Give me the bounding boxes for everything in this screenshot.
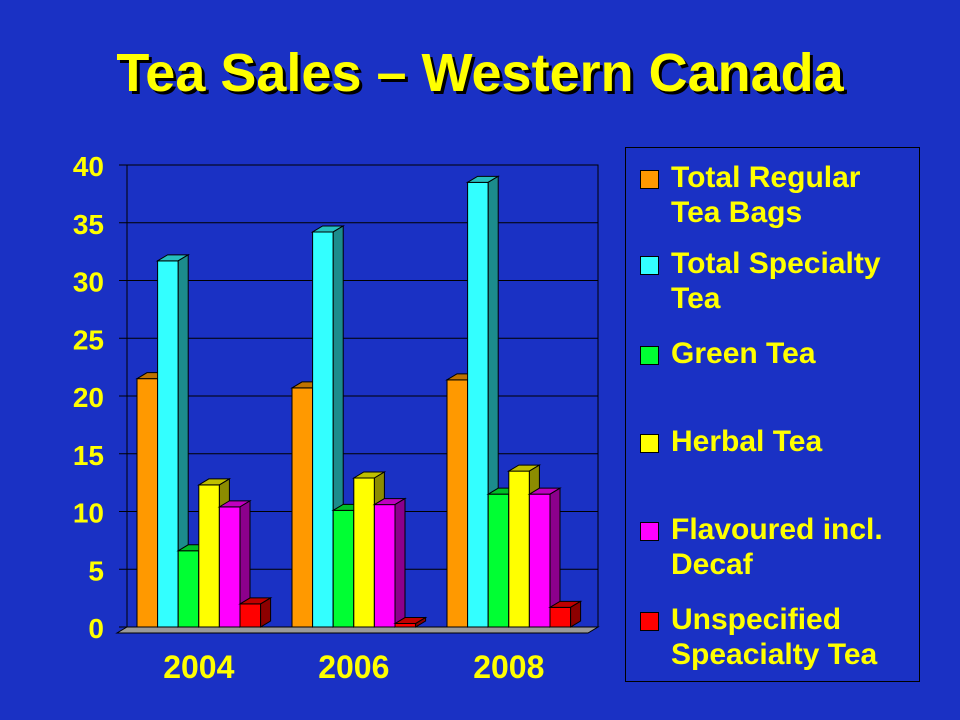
legend-label-line: Tea Bags bbox=[671, 196, 803, 229]
legend-item-flavoured-incl-decaf: Flavoured incl. Decaf bbox=[640, 512, 915, 582]
bar bbox=[467, 181, 489, 628]
legend-item-herbal-tea: Herbal Tea bbox=[640, 424, 915, 459]
bar bbox=[332, 509, 355, 628]
legend-label-line: Herbal Tea bbox=[671, 425, 823, 458]
legend-item-total-regular-tea-bags: Total Regular Tea Bags bbox=[640, 160, 915, 230]
legend-label-line: Tea bbox=[671, 282, 721, 315]
legend-label-line: Decaf bbox=[671, 548, 753, 581]
legend-label: Herbal Tea bbox=[671, 424, 822, 459]
legend-swatch bbox=[640, 256, 659, 275]
bar bbox=[291, 387, 314, 628]
legend-item-total-specialty-tea: Total Specialty Tea bbox=[640, 246, 915, 316]
bar bbox=[508, 470, 530, 628]
legend-label: Total Specialty Tea bbox=[671, 246, 881, 316]
bar bbox=[373, 504, 396, 628]
y-tick-label: 5 bbox=[88, 555, 104, 586]
bar bbox=[394, 623, 417, 628]
legend-label: Unspecified Speacialty Tea bbox=[671, 602, 877, 672]
bar bbox=[218, 506, 241, 628]
legend-item-unspecified-speacialty-tea: Unspecified Speacialty Tea bbox=[640, 602, 915, 672]
bar-side bbox=[394, 497, 406, 628]
bar bbox=[239, 603, 262, 628]
y-tick-label: 25 bbox=[73, 324, 104, 355]
bar bbox=[528, 493, 551, 628]
chart-floor bbox=[115, 626, 600, 634]
x-tick-label: 2004 bbox=[163, 649, 234, 685]
bar bbox=[353, 477, 375, 628]
legend-swatch bbox=[640, 522, 659, 541]
legend-label-line: Flavoured incl. bbox=[671, 513, 883, 546]
legend-swatch bbox=[640, 346, 659, 365]
y-tick-label: 30 bbox=[73, 267, 104, 298]
bar-side bbox=[570, 600, 582, 628]
legend-swatch bbox=[640, 434, 659, 453]
bar bbox=[312, 231, 334, 628]
bar bbox=[177, 550, 200, 628]
y-tick-label: 10 bbox=[73, 498, 104, 529]
y-tick-label: 40 bbox=[73, 151, 104, 182]
legend-swatch bbox=[640, 612, 659, 631]
bar-side bbox=[260, 597, 272, 628]
legend-label: Flavoured incl. Decaf bbox=[671, 512, 883, 582]
x-tick-label: 2008 bbox=[473, 649, 544, 685]
legend-item-green-tea: Green Tea bbox=[640, 336, 915, 371]
legend-label-line: Total Regular bbox=[671, 161, 861, 194]
y-tick-label: 15 bbox=[73, 440, 104, 471]
legend-label-line: Total Specialty bbox=[671, 247, 881, 280]
bar bbox=[136, 378, 159, 628]
y-tick-label: 35 bbox=[73, 209, 104, 240]
legend-swatch bbox=[640, 170, 659, 189]
bar bbox=[446, 379, 469, 628]
bar bbox=[487, 493, 510, 628]
legend: Total Regular Tea Bags Total Specialty T… bbox=[625, 147, 920, 682]
bar bbox=[198, 484, 220, 628]
bar bbox=[157, 260, 179, 628]
y-tick-label: 0 bbox=[88, 613, 104, 644]
legend-label: Total Regular Tea Bags bbox=[671, 160, 860, 230]
y-tick-label: 20 bbox=[73, 382, 104, 413]
legend-label-line: Green Tea bbox=[671, 337, 816, 370]
legend-label: Green Tea bbox=[671, 336, 816, 371]
x-tick-label: 2006 bbox=[318, 649, 389, 685]
chart-title: Tea Sales – Western Canada bbox=[116, 43, 844, 103]
bar-side bbox=[415, 616, 427, 628]
legend-label-line: Speacialty Tea bbox=[671, 638, 878, 671]
bar bbox=[549, 606, 572, 628]
legend-label-line: Unspecified bbox=[671, 603, 842, 636]
